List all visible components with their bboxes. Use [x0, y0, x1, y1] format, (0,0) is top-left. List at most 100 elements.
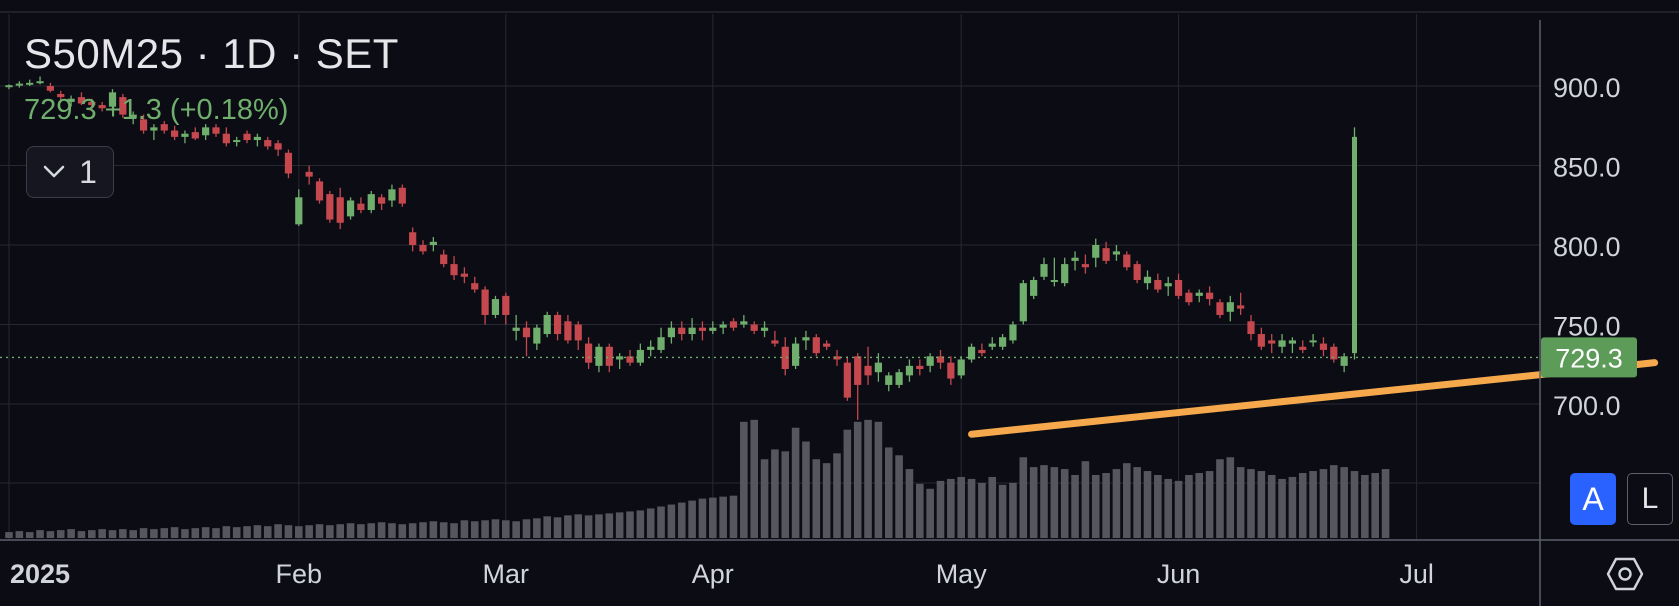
- volume-bar: [574, 514, 583, 538]
- volume-bar: [119, 529, 127, 538]
- x-tick-label: Jun: [1157, 559, 1201, 589]
- candle-body: [936, 356, 945, 363]
- volume-bar: [522, 519, 531, 538]
- candle-body: [833, 356, 841, 360]
- candle-body: [740, 321, 748, 325]
- volume-bar: [688, 500, 696, 538]
- chart-settings-button[interactable]: [1603, 552, 1647, 596]
- volume-bar: [1371, 473, 1379, 538]
- volume-bar: [150, 529, 158, 538]
- candle-body: [1030, 279, 1038, 296]
- candle-body: [378, 197, 386, 204]
- candle-body: [1061, 264, 1069, 284]
- candle-body: [750, 324, 758, 331]
- candle-body: [885, 375, 893, 385]
- volume-bar: [1381, 469, 1390, 538]
- candle-body: [450, 264, 458, 276]
- indicator-toggle-button[interactable]: 1: [26, 146, 114, 198]
- candle-body: [222, 133, 230, 144]
- volume-bar: [1330, 465, 1338, 538]
- volume-bar: [543, 516, 551, 538]
- volume-bar: [729, 495, 738, 538]
- volume-bar: [1040, 465, 1048, 538]
- candle-body: [1174, 279, 1183, 296]
- candle-body: [181, 133, 189, 137]
- volume-bar: [1195, 473, 1204, 538]
- candle-body: [512, 327, 520, 331]
- volume-bar: [170, 527, 179, 538]
- candle-body: [564, 321, 572, 341]
- volume-bar: [77, 531, 86, 538]
- candle-body: [760, 327, 769, 331]
- candle-body: [5, 85, 13, 88]
- volume-bar: [812, 459, 821, 538]
- volume-bar: [874, 421, 883, 538]
- volume-bar: [750, 419, 758, 538]
- volume-bar: [1050, 467, 1059, 538]
- candle-body: [1288, 340, 1296, 344]
- volume-bar: [1071, 474, 1079, 538]
- candle-body: [26, 82, 34, 85]
- volume-bar: [222, 526, 231, 538]
- x-tick-label: May: [936, 559, 988, 589]
- volume-bar: [978, 482, 986, 538]
- y-tick-label: 850.0: [1553, 153, 1621, 183]
- volume-bar: [46, 531, 55, 538]
- volume-bar: [822, 463, 831, 538]
- volume-bar: [719, 496, 727, 538]
- x-tick-label: Feb: [276, 559, 323, 589]
- volume-bar: [191, 528, 200, 538]
- volume-bar: [916, 483, 924, 538]
- volume-bar: [1340, 467, 1348, 538]
- volume-bar: [346, 523, 355, 538]
- volume-bar: [274, 524, 282, 538]
- volume-bar: [853, 421, 862, 538]
- volume-bar: [232, 527, 241, 538]
- candle-body: [88, 101, 96, 106]
- candle-body: [957, 359, 965, 376]
- candle-body: [522, 327, 531, 338]
- volume-bar: [771, 449, 779, 538]
- volume-bar: [936, 480, 945, 538]
- candle-body: [1050, 279, 1058, 282]
- volume-bar: [595, 514, 603, 538]
- candle-body: [967, 346, 976, 360]
- volume-bar: [709, 497, 717, 538]
- x-tick-label: Jul: [1399, 559, 1434, 589]
- volume-bar: [864, 419, 872, 538]
- candle-body: [1299, 346, 1307, 350]
- candle-body: [709, 327, 717, 331]
- volume-bar: [305, 525, 313, 538]
- volume-bar: [884, 447, 893, 538]
- auto-scale-button[interactable]: A: [1570, 473, 1616, 525]
- candle-body: [139, 119, 148, 131]
- candle-body: [895, 372, 903, 385]
- volume-bar: [1236, 467, 1245, 538]
- candle-body: [626, 356, 634, 363]
- y-tick-label: 800.0: [1553, 232, 1621, 262]
- candle-body: [1309, 340, 1317, 343]
- volume-bar: [25, 532, 34, 538]
- volume-bar: [657, 506, 665, 538]
- candle-body: [15, 83, 23, 86]
- log-scale-button[interactable]: L: [1627, 473, 1673, 525]
- volume-bar: [1216, 459, 1224, 538]
- candle-body: [98, 105, 106, 109]
- volume-bar: [481, 520, 489, 538]
- candle-body: [326, 194, 334, 220]
- volume-bar: [1247, 469, 1255, 538]
- volume-bar: [988, 476, 997, 538]
- candle-body: [605, 346, 613, 366]
- candle-body: [905, 365, 914, 376]
- volume-bar: [791, 427, 800, 538]
- volume-bar: [419, 522, 427, 538]
- candle-body: [243, 133, 251, 141]
- candle-body: [440, 254, 448, 265]
- volume-bar: [450, 523, 458, 538]
- candle-body: [1154, 279, 1162, 290]
- volume-bar: [677, 502, 686, 538]
- price-change-quote: 729.3 +1.3 (+0.18%): [24, 94, 289, 126]
- candle-body: [491, 299, 500, 315]
